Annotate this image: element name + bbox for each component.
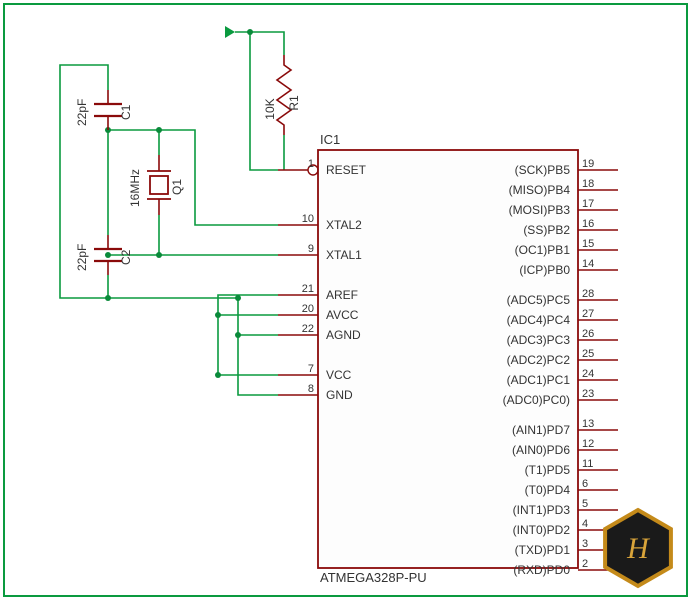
pin-num-20: 20 — [302, 303, 314, 315]
ic-atmega328p: IC1 ATMEGA328P-PU 1 RESET 10 XTAL2 9 XTAL1 21 ARE… — [278, 132, 618, 585]
pin-label-24: (ADC1)PC1 — [507, 373, 571, 387]
pin-num-6: 6 — [582, 478, 588, 490]
ic-name: ATMEGA328P-PU — [320, 570, 427, 585]
schematic-canvas: 10K R1 22pF C1 22pF C2 16MHz Q1 IC1 ATMEGA328P-PU… — [0, 0, 691, 600]
pin-num-27: 27 — [582, 308, 594, 320]
pin-label-10: XTAL2 — [326, 218, 362, 232]
pin-num-7: 7 — [308, 363, 314, 375]
q1-value: 16MHz — [128, 169, 142, 207]
pin-label-9: XTAL1 — [326, 248, 362, 262]
junction-8 — [247, 29, 253, 35]
pin-num-9: 9 — [308, 243, 314, 255]
pin-num-25: 25 — [582, 348, 594, 360]
pin-label-23: (ADC0)PC0) — [503, 393, 570, 407]
r1-ref: R1 — [287, 95, 301, 111]
pin-num-4: 4 — [582, 518, 588, 530]
pin-label-5: (INT1)PD3 — [513, 503, 571, 517]
pin-label-1: RESET — [326, 163, 367, 177]
capacitor-c1-value: 22pF — [75, 99, 89, 126]
logo-badge: H — [605, 510, 671, 586]
pin-label-2: (RXD)PD0 — [513, 563, 570, 577]
ic-ref: IC1 — [320, 132, 340, 147]
pin-label-28: (ADC5)PC5 — [507, 293, 571, 307]
capacitor-c1-ref: C1 — [119, 104, 133, 120]
junction-6 — [215, 312, 221, 318]
junction-5 — [235, 332, 241, 338]
capacitor-c2-value: 22pF — [75, 244, 89, 271]
pin-num-5: 5 — [582, 498, 588, 510]
pin-num-10: 10 — [302, 213, 314, 225]
pin-num-18: 18 — [582, 178, 594, 190]
q1-ref: Q1 — [170, 179, 184, 195]
pin-num-8: 8 — [308, 383, 314, 395]
pin-label-13: (AIN1)PD7 — [512, 423, 570, 437]
junction-4 — [156, 252, 162, 258]
pin-label-25: (ADC2)PC2 — [507, 353, 571, 367]
pin-label-17: (MOSI)PB3 — [509, 203, 571, 217]
pin-label-21: AREF — [326, 288, 358, 302]
junction-2 — [105, 295, 111, 301]
pin-label-27: (ADC4)PC4 — [507, 313, 571, 327]
pin-label-3: (TXD)PD1 — [515, 543, 571, 557]
pin-label-7: VCC — [326, 368, 352, 382]
pin-label-26: (ADC3)PC3 — [507, 333, 571, 347]
pin-label-16: (SS)PB2 — [523, 223, 570, 237]
pin-num-21: 21 — [302, 283, 314, 295]
pin-label-6: (T0)PD4 — [525, 483, 571, 497]
pin-num-12: 12 — [582, 438, 594, 450]
pin-label-20: AVCC — [326, 308, 359, 322]
logo-letter: H — [626, 532, 651, 565]
junction-3 — [156, 127, 162, 133]
pin-num-22: 22 — [302, 323, 314, 335]
pin-label-22: AGND — [326, 328, 361, 342]
capacitor-c2-ref: C2 — [119, 249, 133, 265]
pin-label-18: (MISO)PB4 — [509, 183, 571, 197]
pin-num-3: 3 — [582, 538, 588, 550]
junction-9 — [235, 295, 241, 301]
pin-num-19: 19 — [582, 158, 594, 170]
pin-num-16: 16 — [582, 218, 594, 230]
pin-label-15: (OC1)PB1 — [515, 243, 571, 257]
pin-num-14: 14 — [582, 258, 594, 270]
pin-num-23: 23 — [582, 388, 594, 400]
junction-1 — [105, 252, 111, 258]
r1-value: 10K — [263, 98, 277, 119]
pin-num-1: 1 — [308, 158, 314, 170]
junction-7 — [215, 372, 221, 378]
pin-label-4: (INT0)PD2 — [513, 523, 571, 537]
pin-num-24: 24 — [582, 368, 594, 380]
pin-label-8: GND — [326, 388, 353, 402]
pin-num-13: 13 — [582, 418, 594, 430]
pin-num-11: 11 — [582, 458, 593, 470]
pin-num-17: 17 — [582, 198, 594, 210]
pin-num-2: 2 — [582, 558, 588, 570]
pin-label-19: (SCK)PB5 — [515, 163, 571, 177]
pin-num-26: 26 — [582, 328, 594, 340]
pin-label-11: (T1)PD5 — [525, 463, 571, 477]
pin-label-12: (AIN0)PD6 — [512, 443, 570, 457]
pin-label-14: (ICP)PB0 — [519, 263, 570, 277]
pin-num-15: 15 — [582, 238, 594, 250]
pin-num-28: 28 — [582, 288, 594, 300]
